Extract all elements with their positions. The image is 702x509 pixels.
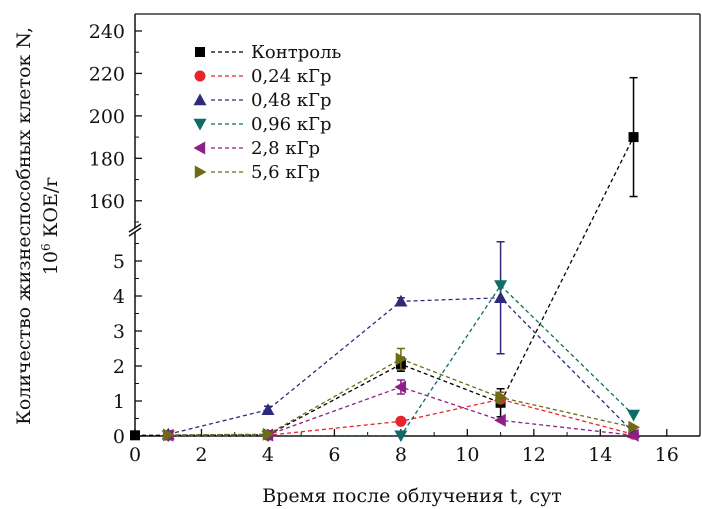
legend-marker — [194, 165, 207, 179]
legend-marker — [193, 93, 207, 106]
y-axis-title-line1: Количество жизнеспособных клеток N, — [13, 27, 35, 425]
legend-entry: Контроль — [195, 42, 342, 63]
x-tick-label: 6 — [328, 444, 340, 466]
data-point — [394, 294, 408, 307]
y-tick-label: 160 — [89, 191, 125, 213]
data-point — [262, 427, 275, 441]
legend-entry: 0,24 кГр — [194, 66, 332, 87]
x-tick-label: 10 — [455, 444, 479, 466]
series-6 — [163, 347, 641, 442]
data-point — [395, 352, 408, 366]
legend-label: 0,96 кГр — [251, 114, 332, 135]
x-axis-title: Время после облучения t, сут — [262, 485, 562, 507]
x-tick-label: 14 — [588, 444, 612, 466]
legend-marker — [194, 70, 206, 82]
data-point — [494, 291, 508, 303]
legend-marker — [193, 141, 206, 155]
series-1 — [130, 76, 639, 441]
data-point — [627, 409, 641, 422]
y-tick-label: 200 — [89, 106, 125, 128]
legend-label: 0,48 кГр — [251, 90, 332, 111]
data-point — [163, 428, 175, 442]
x-tick-label: 2 — [195, 444, 207, 466]
series-3 — [161, 241, 641, 440]
x-tick-label: 8 — [395, 444, 407, 466]
legend-entry: 5,6 кГр — [194, 162, 320, 183]
data-point — [261, 403, 275, 415]
data-point — [627, 428, 639, 442]
data-point — [495, 391, 508, 404]
legend-label: Контроль — [251, 42, 342, 63]
y-axis-title-line2: 106 КОЕ/г — [39, 177, 62, 275]
legend-entry: 0,96 кГр — [193, 114, 332, 135]
x-tick-label: 16 — [655, 444, 679, 466]
data-point — [394, 430, 408, 443]
legend-label: 2,8 кГр — [251, 138, 320, 159]
legend-label: 0,24 кГр — [251, 66, 332, 87]
y-tick-label: 0 — [113, 426, 125, 448]
y-tick-label: 3 — [113, 321, 125, 343]
legend-label: 5,6 кГр — [251, 162, 320, 183]
y-tick-label: 240 — [89, 21, 125, 43]
y-tick-label: 4 — [113, 286, 125, 308]
y-tick-label: 220 — [89, 63, 125, 85]
legend-entry: 2,8 кГр — [193, 138, 320, 159]
x-tick-label: 12 — [522, 444, 546, 466]
y-tick-label: 5 — [113, 251, 125, 273]
legend-marker — [195, 47, 205, 57]
data-point — [628, 420, 641, 434]
data-point — [130, 430, 140, 441]
legend-entry: 0,48 кГр — [193, 90, 332, 111]
data-point — [394, 380, 407, 394]
y-axis-break-mark — [128, 223, 142, 233]
x-tick-label: 0 — [129, 444, 141, 466]
legend-marker — [193, 118, 207, 131]
y-tick-label: 180 — [89, 148, 125, 170]
y-tick-label: 2 — [113, 356, 125, 378]
data-point — [494, 280, 508, 292]
y-axis-break-mark — [128, 227, 142, 237]
series-line — [135, 136, 635, 436]
y-tick-label: 1 — [113, 391, 125, 413]
data-point — [494, 413, 506, 427]
data-point — [628, 132, 639, 143]
data-point — [395, 415, 407, 427]
x-tick-label: 4 — [262, 444, 274, 466]
